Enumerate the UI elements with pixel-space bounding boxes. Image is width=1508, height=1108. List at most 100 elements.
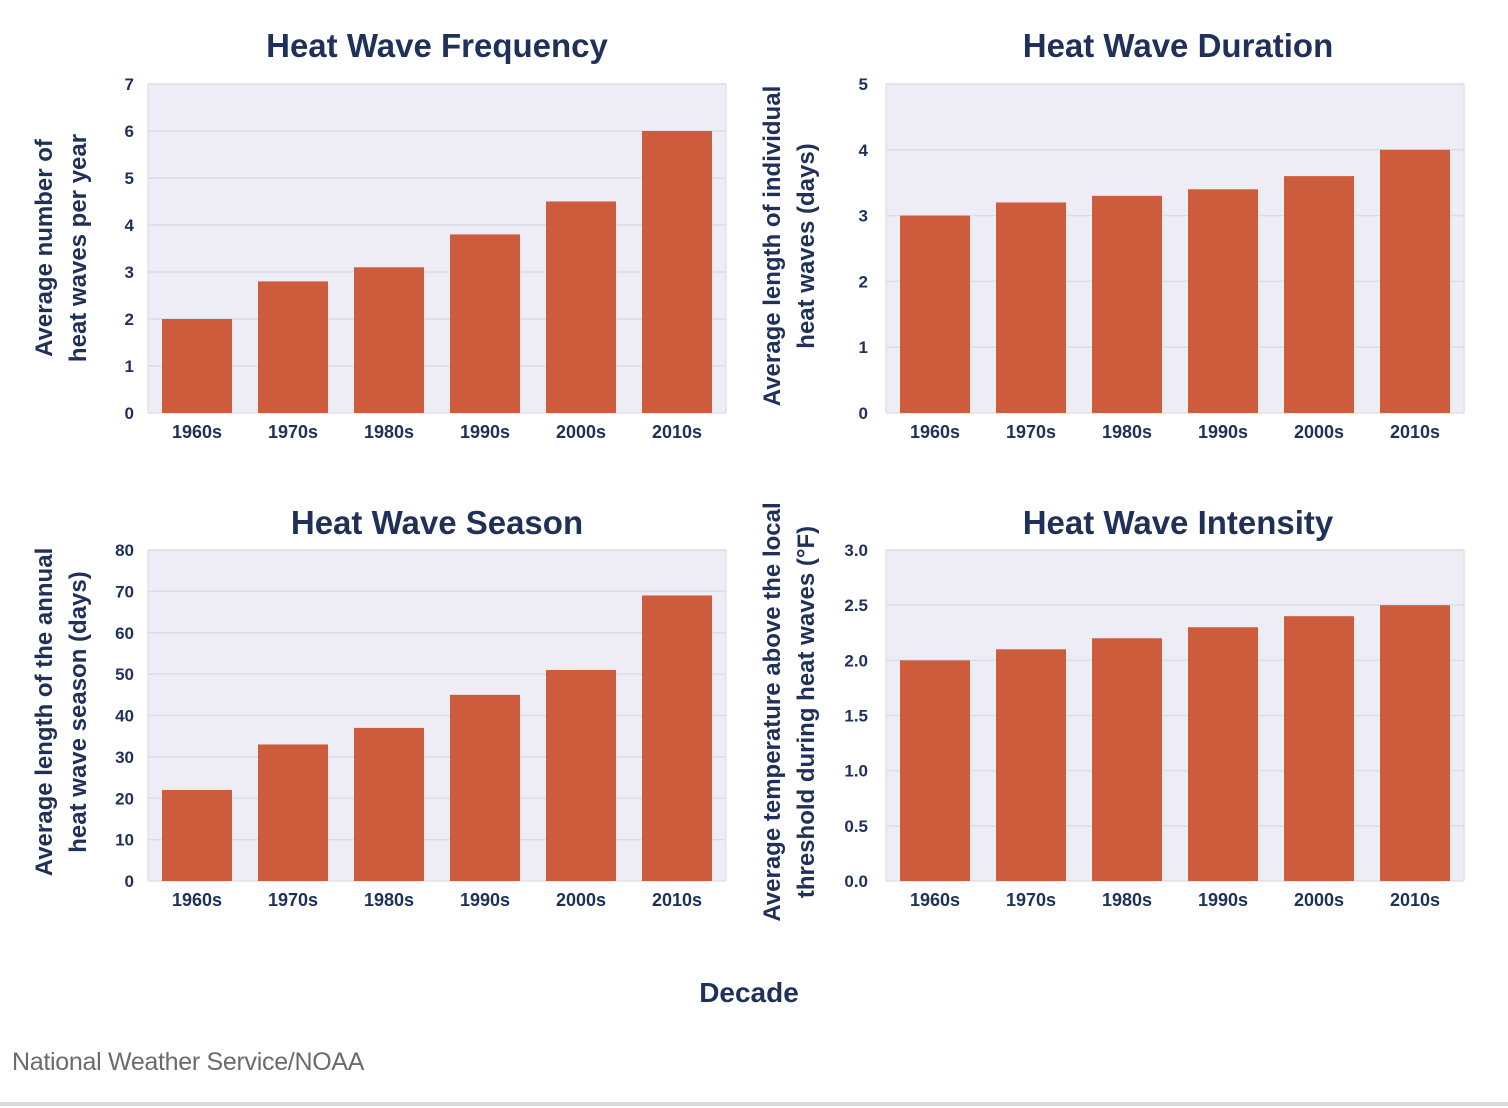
x-tick-label: 1990s <box>460 890 510 910</box>
y-tick-label: 2 <box>859 272 868 291</box>
y-tick-label: 2.5 <box>844 596 868 615</box>
bar-1980s <box>1092 195 1162 413</box>
bar-2000s <box>546 201 616 413</box>
bar-2010s <box>1380 605 1450 881</box>
chart-title: Heat Wave Duration <box>1023 27 1334 64</box>
x-tick-label: 1980s <box>364 422 414 442</box>
y-tick-label: 10 <box>115 831 134 850</box>
x-tick-label: 1960s <box>910 890 960 910</box>
y-tick-label: 1 <box>125 357 134 376</box>
y-tick-label: 1.5 <box>844 707 868 726</box>
x-tick-label: 2010s <box>1390 890 1440 910</box>
bar-2010s <box>1380 149 1450 414</box>
y-axis-label: heat wave season (days) <box>65 571 92 852</box>
x-tick-label: 1990s <box>1198 422 1248 442</box>
y-axis-label: Average length of individual <box>759 86 786 406</box>
bar-1980s <box>354 267 424 413</box>
bar-1990s <box>450 694 520 881</box>
y-tick-label: 0 <box>125 872 134 891</box>
chart-title: Heat Wave Intensity <box>1023 504 1334 541</box>
y-tick-label: 3 <box>125 263 134 282</box>
x-tick-label: 1980s <box>1102 422 1152 442</box>
x-tick-label: 1970s <box>1006 890 1056 910</box>
y-axis-label: threshold during heat waves (°F) <box>793 526 820 898</box>
chart-panel-heat-wave-frequency: 0 1 2 3 4 5 6 7 1960s 1970s 1980s 1990s 2000s 2010s He… <box>31 27 727 442</box>
y-tick-label: 2.0 <box>844 651 868 670</box>
x-tick-label: 2010s <box>1390 422 1440 442</box>
y-tick-label: 30 <box>115 748 134 767</box>
bar-1960s <box>162 319 232 413</box>
y-tick-label: 70 <box>115 582 134 601</box>
y-tick-label: 0 <box>125 404 134 423</box>
y-tick-label: 3 <box>859 207 868 226</box>
bar-1990s <box>450 234 520 413</box>
bar-1990s <box>1188 189 1258 413</box>
bar-2000s <box>546 669 616 881</box>
x-tick-label: 1970s <box>268 890 318 910</box>
divider <box>0 1102 1508 1106</box>
x-tick-label: 1980s <box>1102 890 1152 910</box>
y-tick-label: 60 <box>115 624 134 643</box>
y-tick-label: 3.0 <box>844 541 868 560</box>
x-tick-label: 1990s <box>460 422 510 442</box>
bar-1960s <box>900 215 970 413</box>
y-tick-label: 5 <box>125 169 134 188</box>
x-tick-label: 1970s <box>1006 422 1056 442</box>
y-axis-label: Average number of <box>31 138 58 357</box>
x-tick-label: 2000s <box>1294 890 1344 910</box>
bar-2010s <box>642 131 712 413</box>
plot-area <box>886 84 1464 413</box>
x-tick-label: 1970s <box>268 422 318 442</box>
bar-1960s <box>162 789 232 881</box>
y-tick-label: 5 <box>859 75 868 94</box>
x-tick-label: 2010s <box>652 422 702 442</box>
chart-panels: 0 1 2 3 4 5 6 7 1960s 1970s 1980s 1990s 2000s 2010s He… <box>31 27 1465 922</box>
bar-1960s <box>900 660 970 881</box>
shared-x-axis-label: Decade <box>699 977 799 1008</box>
bar-1990s <box>1188 627 1258 881</box>
y-tick-label: 1.0 <box>844 762 868 781</box>
y-tick-label: 20 <box>115 789 134 808</box>
bar-1970s <box>996 202 1066 413</box>
x-tick-label: 2000s <box>1294 422 1344 442</box>
y-tick-label: 0.5 <box>844 817 868 836</box>
x-tick-label: 2000s <box>556 422 606 442</box>
x-tick-label: 1960s <box>172 890 222 910</box>
plot-area <box>148 84 726 413</box>
bar-1970s <box>258 281 328 413</box>
y-tick-label: 0.0 <box>844 872 868 891</box>
y-axis-label: Average temperature above the local <box>759 502 786 921</box>
y-tick-label: 6 <box>125 122 134 141</box>
x-tick-label: 1960s <box>172 422 222 442</box>
x-tick-label: 1980s <box>364 890 414 910</box>
x-tick-label: 1960s <box>910 422 960 442</box>
chart-panel-heat-wave-season: 0 10 20 30 40 50 60 70 80 1960s 1970s 1980s 1990s 200… <box>31 504 727 910</box>
bar-1980s <box>1092 638 1162 881</box>
chart-panel-heat-wave-duration: 0 1 2 3 4 5 1960s 1970s 1980s 1990s 2000s 2010s Heat… <box>759 27 1465 442</box>
source-caption: National Weather Service/NOAA <box>12 1048 365 1076</box>
y-tick-label: 80 <box>115 541 134 560</box>
y-tick-label: 4 <box>859 141 869 160</box>
chart-title: Heat Wave Season <box>291 504 583 541</box>
y-axis-label: heat waves (days) <box>793 143 820 348</box>
chart-title: Heat Wave Frequency <box>266 27 608 64</box>
x-tick-label: 2000s <box>556 890 606 910</box>
y-tick-label: 0 <box>859 404 868 423</box>
bar-1980s <box>354 727 424 881</box>
y-tick-label: 1 <box>859 338 868 357</box>
y-axis-label: Average length of the annual <box>31 548 58 877</box>
bar-1970s <box>258 744 328 881</box>
x-tick-label: 2010s <box>652 890 702 910</box>
y-axis-label: heat waves per year <box>65 134 92 362</box>
y-tick-label: 40 <box>115 707 134 726</box>
y-tick-label: 50 <box>115 665 134 684</box>
y-tick-label: 2 <box>125 310 134 329</box>
bar-2000s <box>1284 616 1354 881</box>
chart-panel-heat-wave-intensity: 0.0 0.5 1.0 1.5 2.0 2.5 3.0 1960s 1970s 1980s 1990… <box>759 502 1465 922</box>
bar-2000s <box>1284 176 1354 413</box>
heat-wave-figure: 0 1 2 3 4 5 6 7 1960s 1970s 1980s 1990s 2000s 2010s He… <box>31 27 1465 1008</box>
bar-2010s <box>642 595 712 881</box>
y-tick-label: 7 <box>125 75 134 94</box>
x-tick-label: 1990s <box>1198 890 1248 910</box>
y-tick-label: 4 <box>125 216 135 235</box>
